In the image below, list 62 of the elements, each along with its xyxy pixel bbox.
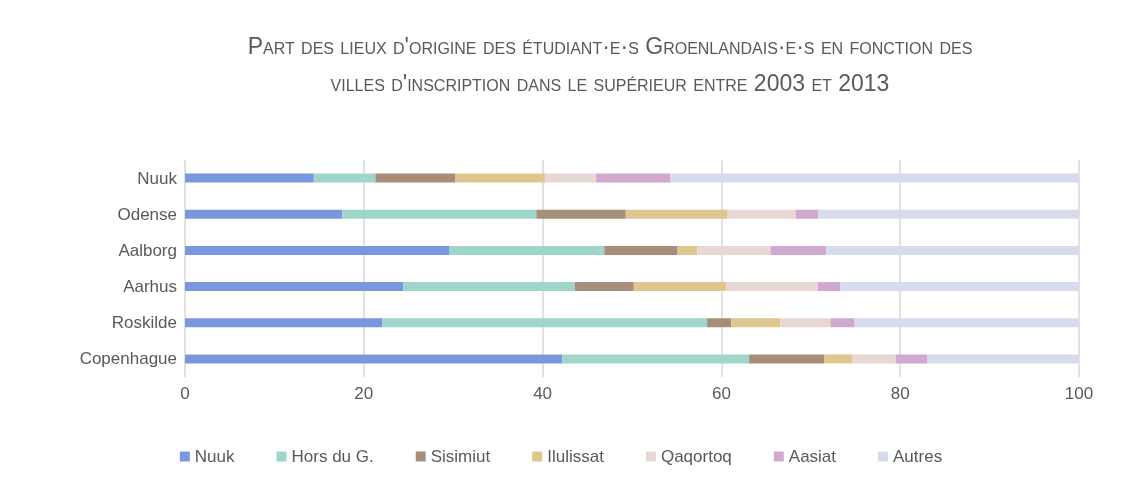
bar (677, 245, 698, 255)
bar (185, 354, 563, 364)
bar (185, 282, 404, 292)
bar (536, 209, 626, 219)
bar (449, 245, 605, 255)
bar (403, 282, 575, 292)
legend-label: Aasiat (788, 447, 837, 466)
bar (817, 282, 841, 292)
bar (604, 245, 678, 255)
chart-title: Part des lieux d'origine des étudiant·e·s Groenlandais·e·s en fonction des villes d'inscription dans le supérieur entre 2003 et 2013 (246, 32, 974, 98)
y-tick-label: Copenhague (79, 349, 177, 369)
y-tick-label: Aarhus (123, 277, 177, 297)
bar (375, 173, 455, 183)
x-tick-label: 0 (180, 384, 190, 403)
bar (185, 245, 450, 255)
legend-label: Qaqortoq (660, 447, 732, 466)
bar (313, 173, 376, 183)
x-tick-label: 80 (890, 384, 910, 403)
bar (574, 282, 634, 292)
bar (454, 173, 546, 183)
x-tick-label: 40 (533, 384, 553, 403)
bar (725, 282, 818, 292)
bar (185, 318, 383, 328)
bar (707, 318, 732, 328)
bar (770, 245, 826, 255)
bar (382, 318, 708, 328)
y-tick-label: Odense (117, 204, 177, 224)
bar (817, 209, 1079, 219)
bar (851, 354, 896, 364)
bar (795, 209, 818, 219)
y-tick-label: Nuuk (137, 168, 178, 188)
bar (562, 354, 750, 364)
legend-label: Hors du G. (291, 447, 374, 466)
bar (342, 209, 537, 219)
bar (840, 282, 1079, 292)
bar (854, 318, 1079, 328)
y-tick-label: Aalborg (118, 240, 177, 260)
legend-label: Ilulissat (547, 447, 605, 466)
bar (185, 209, 343, 219)
legend-label: Sisimiut (430, 447, 491, 466)
bar (596, 173, 671, 183)
bar (749, 354, 825, 364)
bar (633, 282, 726, 292)
y-tick-label: Roskilde (111, 313, 177, 333)
bar (895, 354, 928, 364)
bar (826, 245, 1079, 255)
bar (545, 173, 597, 183)
bar (670, 173, 1079, 183)
bar (185, 173, 314, 183)
x-tick-label: 100 (1064, 384, 1094, 403)
x-tick-label: 60 (711, 384, 731, 403)
bar (697, 245, 771, 255)
bar (625, 209, 728, 219)
legend-label: Nuuk (194, 447, 236, 466)
bar (824, 354, 852, 364)
bar (927, 354, 1079, 364)
legend-label: Autres (893, 447, 943, 466)
bar (780, 318, 831, 328)
bar (727, 209, 796, 219)
x-tick-label: 20 (354, 384, 374, 403)
bar (830, 318, 855, 328)
bar (731, 318, 781, 328)
